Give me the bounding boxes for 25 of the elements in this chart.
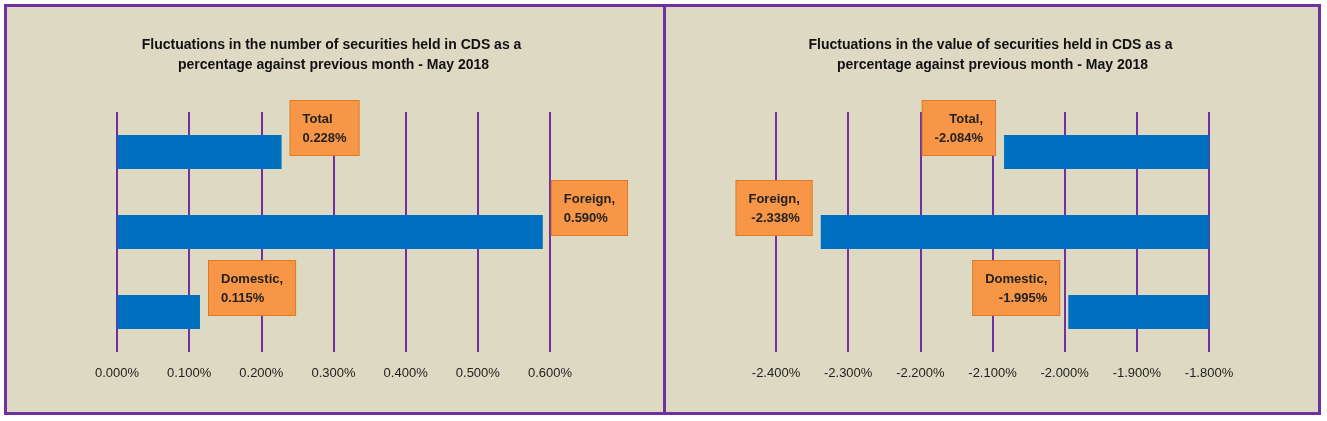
x-tick-label: 0.500% [455, 365, 501, 380]
data-label: Total 0.228% [302, 111, 348, 145]
x-tick-label: -2.200% [895, 365, 945, 380]
data-label: Foreign, 0.590% [563, 191, 616, 225]
bar [117, 135, 282, 169]
x-tick-label: 0.000% [94, 365, 140, 380]
data-label: Foreign, -2.338% [747, 191, 800, 225]
x-tick-label: 0.600% [527, 365, 573, 380]
data-label: Domestic, 0.115% [220, 271, 284, 305]
x-tick-label: -2.100% [967, 365, 1017, 380]
x-tick-label: -2.000% [1039, 365, 1089, 380]
x-tick-label: 0.400% [383, 365, 429, 380]
x-tick-label: 0.300% [311, 365, 356, 380]
chart-title: Fluctuations in the number of securities held in CDS as a percentage against previous month - May 2018 [141, 36, 526, 72]
bar [117, 215, 543, 249]
x-tick-label: 0.200% [239, 365, 284, 380]
x-tick-label: -1.800% [1184, 365, 1234, 380]
x-tick-label: -2.300% [823, 365, 873, 380]
data-label: Domestic, -1.995% [984, 271, 1048, 305]
x-tick-label: -2.400% [751, 365, 801, 380]
x-tick-label: -1.900% [1112, 365, 1161, 380]
bar [117, 295, 200, 329]
data-label: Total, -2.084% [934, 111, 983, 145]
chart-title: Fluctuations in the value of securities held in CDS as a percentage against previous month - May 2018 [808, 36, 1176, 72]
x-tick-label: 0.100% [167, 365, 212, 380]
